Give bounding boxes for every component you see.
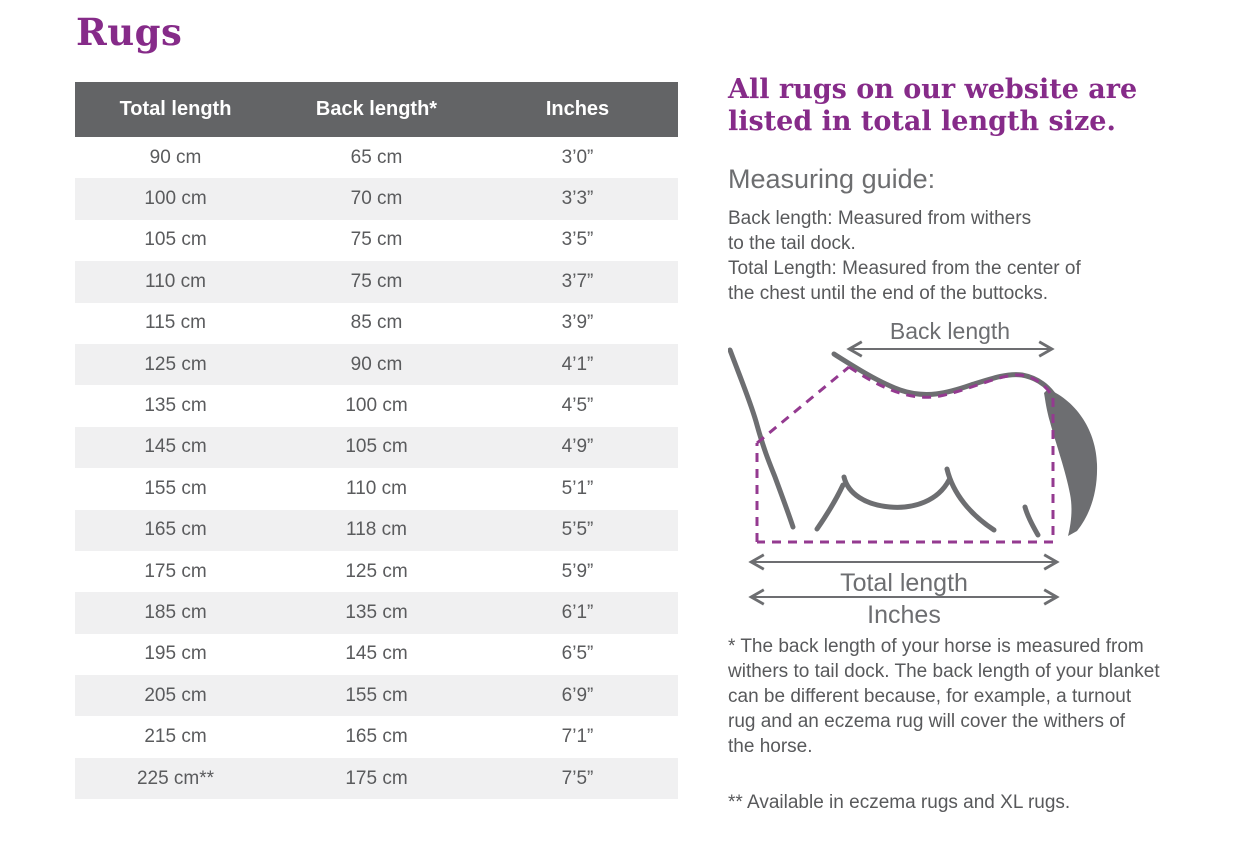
column-header-inches: Inches bbox=[477, 82, 678, 137]
measuring-guide-title: Measuring guide: bbox=[728, 164, 936, 194]
table-cell: 105 cm bbox=[144, 229, 207, 251]
table-cell: 5’9” bbox=[561, 560, 594, 582]
table-row: 155 cm 110 cm 5’1” bbox=[75, 468, 678, 509]
inches-label: Inches bbox=[867, 601, 941, 629]
table-cell: 195 cm bbox=[144, 643, 207, 665]
table-cell: 145 cm bbox=[345, 643, 408, 665]
table-row: 195 cm 145 cm 6’5” bbox=[75, 634, 678, 675]
table-cell: 145 cm bbox=[75, 426, 276, 469]
table-cell: 3’0” bbox=[561, 146, 594, 168]
table-row: 125 cm 90 cm 4’1” bbox=[75, 343, 678, 386]
table-header-row: Total length Back length* Inches bbox=[75, 82, 678, 137]
info-panel: All rugs on our website are listed in to… bbox=[728, 74, 1176, 815]
table-cell: 75 cm bbox=[276, 261, 477, 303]
table-cell: 175 cm bbox=[276, 757, 477, 800]
table-cell: 90 cm bbox=[276, 343, 477, 386]
table-cell: 110 cm bbox=[75, 261, 276, 303]
table-cell: 65 cm bbox=[350, 146, 403, 168]
table-cell: 175 cm bbox=[144, 560, 207, 582]
table-cell: 3’9” bbox=[561, 312, 594, 334]
footnote-back-length: * The back length of your horse is measu… bbox=[728, 636, 1160, 757]
table-cell: 3’5” bbox=[561, 229, 594, 251]
headline: All rugs on our website are listed in to… bbox=[728, 74, 1138, 137]
table-cell: 6’9” bbox=[477, 675, 678, 717]
table-cell: 5’1” bbox=[561, 477, 594, 499]
horse-tail bbox=[1044, 389, 1098, 536]
rug-dashed-outline bbox=[755, 365, 1055, 544]
table-row: 215 cm 165 cm 7’1” bbox=[75, 716, 678, 757]
table-cell: 135 cm bbox=[144, 395, 207, 417]
table-cell: 205 cm bbox=[75, 675, 276, 717]
table-cell: 7’1” bbox=[561, 726, 594, 748]
table-cell: 165 cm bbox=[75, 509, 276, 551]
table-cell: 6’1” bbox=[477, 592, 678, 634]
table-cell: 5’5” bbox=[477, 509, 678, 551]
table-cell: 125 cm bbox=[345, 560, 408, 582]
column-header-back-length: Back length* bbox=[276, 82, 477, 137]
table-cell: 70 cm bbox=[276, 178, 477, 220]
table-cell: 75 cm bbox=[350, 229, 403, 251]
table-row: 90 cm 65 cm 3’0” bbox=[75, 137, 678, 178]
rug-size-table: Total length Back length* Inches 90 cm 65… bbox=[75, 82, 678, 800]
table-cell: 185 cm bbox=[75, 592, 276, 634]
table-cell: 155 cm bbox=[276, 675, 477, 717]
table-row: 185 cm 135 cm 6’1” bbox=[75, 592, 678, 634]
table-cell: 118 cm bbox=[276, 509, 477, 551]
horse-measurement-diagram: Back length Total length Inches bbox=[728, 318, 1098, 629]
table-cell: 125 cm bbox=[75, 343, 276, 386]
table-row: 110 cm 75 cm 3’7” bbox=[75, 261, 678, 303]
size-table-body: 90 cm 65 cm 3’0” 100 cm 70 cm 3’3” 105 cm 75 cm… bbox=[75, 137, 678, 800]
table-row: 115 cm 85 cm 3’9” bbox=[75, 303, 678, 344]
table-cell: 115 cm bbox=[145, 312, 206, 334]
back-length-label: Back length bbox=[890, 318, 1010, 344]
total-length-label: Total length bbox=[840, 569, 968, 597]
footnote-availability: ** Available in eczema rugs and XL rugs. bbox=[728, 792, 1071, 813]
table-cell: 6’5” bbox=[561, 643, 594, 665]
table-row: 135 cm 100 cm 4’5” bbox=[75, 385, 678, 426]
table-cell: 3’3” bbox=[477, 178, 678, 220]
table-cell: 4’1” bbox=[477, 343, 678, 386]
table-row: 175 cm 125 cm 5’9” bbox=[75, 551, 678, 592]
table-row: 105 cm 75 cm 3’5” bbox=[75, 220, 678, 261]
table-cell: 100 cm bbox=[345, 395, 408, 417]
table-cell: 85 cm bbox=[350, 312, 403, 334]
table-cell: 7’5” bbox=[477, 757, 678, 800]
table-row: 205 cm 155 cm 6’9” bbox=[75, 675, 678, 717]
page-title: Rugs bbox=[76, 10, 183, 54]
table-row: 225 cm** 175 cm 7’5” bbox=[75, 757, 678, 800]
table-cell: 155 cm bbox=[144, 477, 207, 499]
table-cell: 105 cm bbox=[276, 426, 477, 469]
table-row: 165 cm 118 cm 5’5” bbox=[75, 509, 678, 551]
table-cell: 3’7” bbox=[477, 261, 678, 303]
table-row: 100 cm 70 cm 3’3” bbox=[75, 178, 678, 220]
table-cell: 4’9” bbox=[477, 426, 678, 469]
table-cell: 100 cm bbox=[75, 178, 276, 220]
table-cell: 4’5” bbox=[561, 395, 594, 417]
table-cell: 90 cm bbox=[149, 146, 202, 168]
table-cell: 110 cm bbox=[346, 477, 407, 499]
column-header-total-length: Total length bbox=[75, 82, 276, 137]
table-cell: 215 cm bbox=[144, 726, 207, 748]
table-cell: 135 cm bbox=[276, 592, 477, 634]
table-cell: 165 cm bbox=[345, 726, 408, 748]
table-row: 145 cm 105 cm 4’9” bbox=[75, 426, 678, 469]
table-cell: 225 cm** bbox=[75, 757, 276, 800]
measuring-guide-text: Back length: Measured from withers to th… bbox=[728, 208, 1081, 304]
